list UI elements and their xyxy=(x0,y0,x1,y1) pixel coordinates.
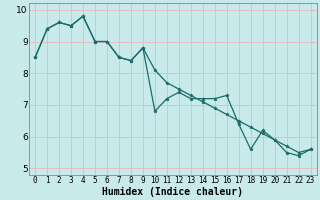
X-axis label: Humidex (Indice chaleur): Humidex (Indice chaleur) xyxy=(102,186,243,197)
